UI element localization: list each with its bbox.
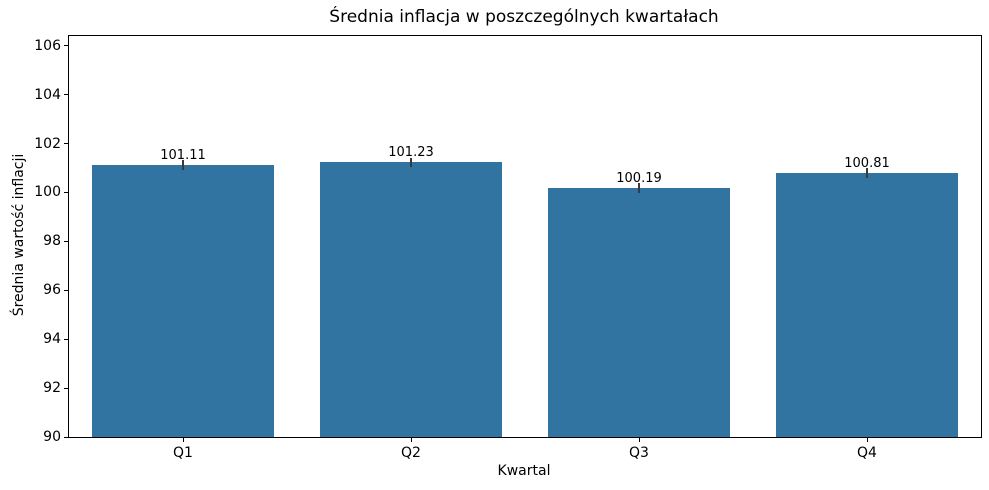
y-tick-mark xyxy=(64,289,68,291)
y-tick-label: 102 xyxy=(34,135,61,152)
x-tick-mark xyxy=(638,437,640,442)
y-tick-mark xyxy=(64,191,68,193)
bar xyxy=(91,165,275,437)
y-tick-label: 94 xyxy=(43,331,61,348)
y-tick-label: 106 xyxy=(34,37,61,54)
bar-value-label: 101.23 xyxy=(388,145,434,161)
y-tick-mark xyxy=(64,436,68,438)
y-tick-mark xyxy=(64,143,68,145)
y-tick-mark xyxy=(64,338,68,340)
bar-value-label: 100.81 xyxy=(844,155,890,171)
x-axis-label: Kwartal xyxy=(497,463,551,479)
x-tick-mark xyxy=(410,437,412,442)
error-bar xyxy=(181,160,185,171)
y-tick-label: 98 xyxy=(43,233,61,250)
y-tick-label: 90 xyxy=(43,429,61,445)
y-tick-mark xyxy=(64,240,68,242)
y-tick-mark xyxy=(64,94,68,96)
error-bar xyxy=(637,182,641,193)
y-tick-mark xyxy=(64,387,68,389)
bar-value-label: 101.11 xyxy=(160,148,206,164)
plot-area: 90 92 94 96 98 100 102 104 106 101.11 Q1 101.23 Q2 10… xyxy=(34,35,982,461)
y-tick-label: 100 xyxy=(34,184,61,201)
x-tick-label: Q2 xyxy=(401,445,421,461)
x-tick-label: Q1 xyxy=(173,445,193,461)
y-tick-label: 104 xyxy=(34,86,61,103)
error-bar xyxy=(409,157,413,168)
y-axis-label: Średnia wartość inflacji xyxy=(11,153,27,317)
y-tick-mark xyxy=(64,45,68,47)
y-tick-label: 96 xyxy=(43,282,61,299)
x-tick-label: Q3 xyxy=(629,445,649,461)
x-tick-label: Q4 xyxy=(857,445,877,461)
error-bar xyxy=(865,167,869,178)
bar-value-label: 100.19 xyxy=(616,170,662,186)
chart-title: Średnia inflacja w poszczególnych kwarta… xyxy=(329,7,719,27)
bar xyxy=(547,187,731,437)
x-tick-mark xyxy=(182,437,184,442)
bar xyxy=(319,162,503,437)
y-tick-label: 92 xyxy=(43,380,61,397)
bar xyxy=(775,172,959,437)
x-tick-mark xyxy=(866,437,868,442)
